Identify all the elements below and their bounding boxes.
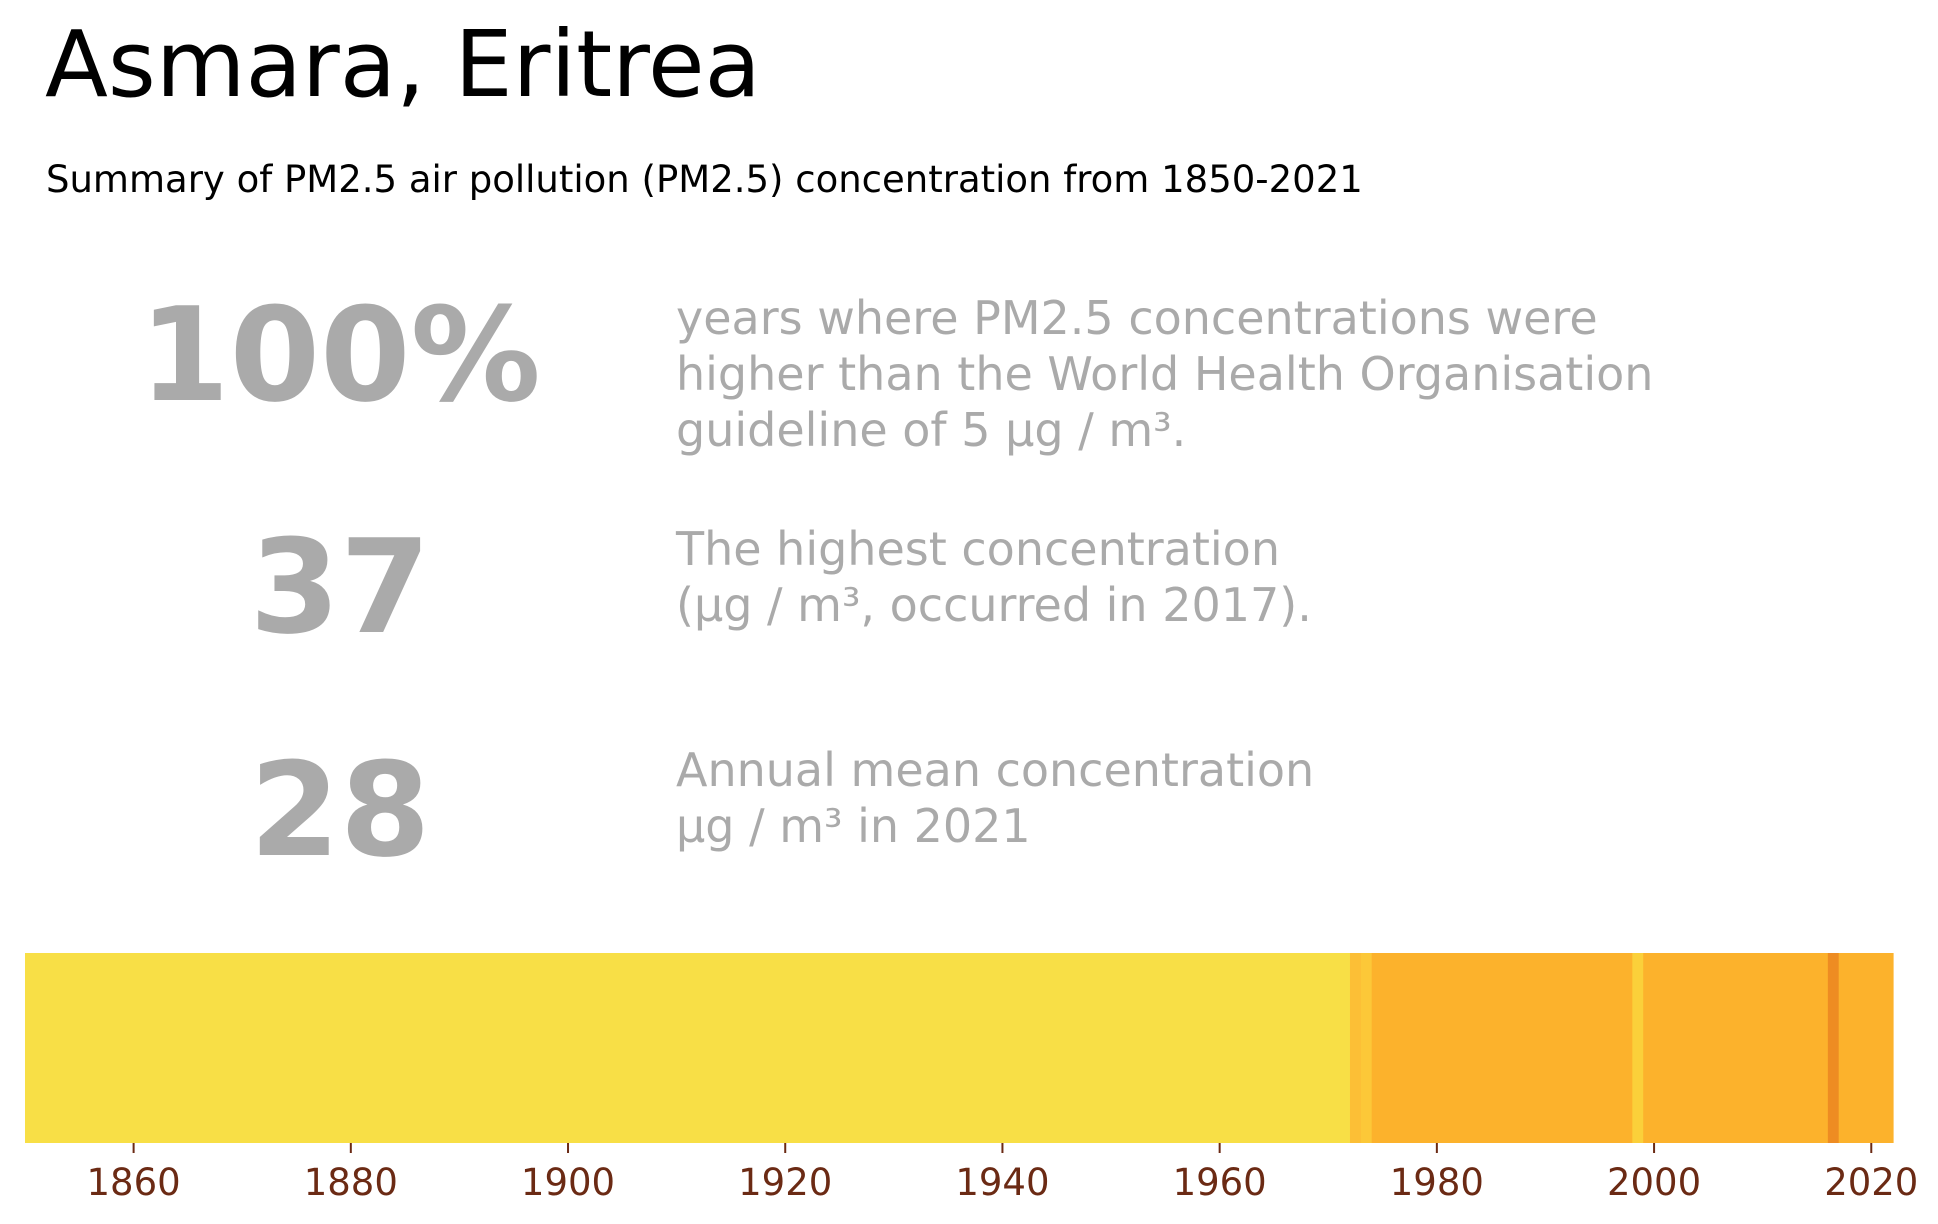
stat-desc-line: guideline of 5 µg / m³. — [676, 403, 1187, 457]
stat-desc-annual-mean: Annual mean concentration µg / m³ in 202… — [676, 742, 1314, 854]
stripe-segment-1972-1973 — [1349, 953, 1362, 1143]
stripe-segment-1999-2016 — [1643, 953, 1829, 1143]
stat-desc-line: Annual mean concentration — [676, 743, 1315, 797]
stripe-segment-2016-2017 — [1827, 953, 1840, 1143]
stripe-segment-1974-1998 — [1371, 953, 1633, 1143]
stripe-segment-1998-1999 — [1632, 953, 1644, 1143]
stat-desc-line: higher than the World Health Organisatio… — [676, 347, 1654, 401]
x-axis-ticks: 1860 1880 1900 1920 1940 1960 1980 2000 2020 — [87, 1143, 1918, 1204]
x-tick-label: 1980 — [1390, 1161, 1484, 1204]
stat-value-share-years: 100% — [139, 279, 541, 431]
page-subtitle: Summary of PM2.5 air pollution (PM2.5) c… — [46, 158, 1363, 201]
stat-desc-line: µg / m³ in 2021 — [676, 799, 1031, 853]
stripe-segments — [25, 953, 1894, 1143]
stripe-segment-1973-1974 — [1360, 953, 1373, 1143]
x-tick-label: 1860 — [87, 1161, 181, 1204]
x-tick-label: 1920 — [738, 1161, 832, 1204]
x-tick-label: 1940 — [955, 1161, 1049, 1204]
stat-value-annual-mean: 28 — [249, 734, 431, 886]
x-tick-label: 2000 — [1607, 1161, 1701, 1204]
x-tick-label: 2020 — [1824, 1161, 1918, 1204]
stat-desc-line: (µg / m³, occurred in 2017). — [676, 578, 1312, 632]
x-tick-label: 1880 — [304, 1161, 398, 1204]
stat-desc-highest: The highest concentration (µg / m³, occu… — [676, 521, 1312, 633]
stat-desc-line: years where PM2.5 concentrations were — [676, 291, 1598, 345]
x-tick-label: 1900 — [521, 1161, 615, 1204]
page-title: Asmara, Eritrea — [45, 11, 761, 118]
stat-desc-line: The highest concentration — [676, 522, 1280, 576]
stat-value-highest: 37 — [249, 511, 431, 663]
stripe-segment-1850-1972 — [25, 953, 1351, 1143]
stripe-segment-2017-2022 — [1838, 953, 1894, 1143]
x-tick-label: 1960 — [1173, 1161, 1267, 1204]
stat-desc-share-years: years where PM2.5 concentrations were hi… — [676, 290, 1653, 458]
